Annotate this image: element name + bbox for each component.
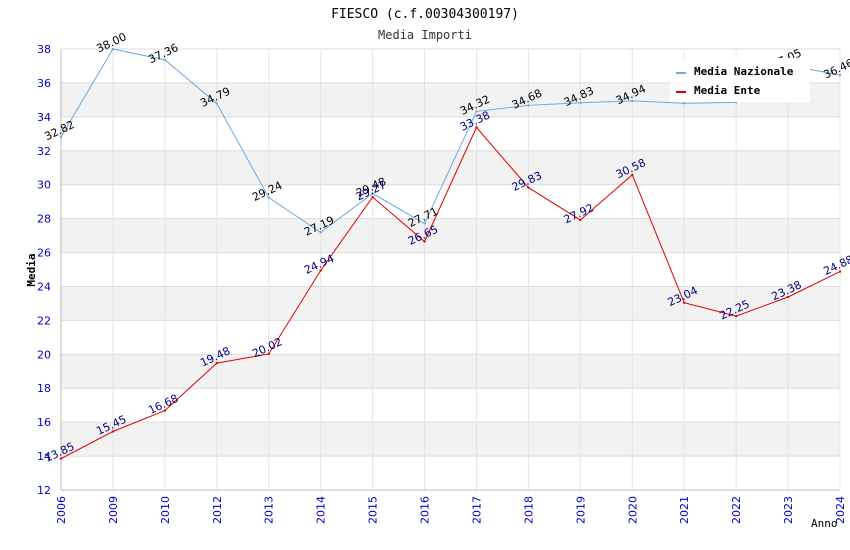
data-label-nazionale: 36.46 bbox=[821, 56, 850, 81]
data-point-nazionale bbox=[579, 101, 582, 104]
y-tick-label: 26 bbox=[37, 247, 51, 260]
data-point-nazionale bbox=[215, 102, 218, 105]
data-label-nazionale: 37.36 bbox=[146, 41, 180, 66]
axes bbox=[60, 49, 840, 491]
chart-title: FIESCO (c.f.00304300197) bbox=[331, 7, 519, 22]
grid-band bbox=[61, 354, 840, 389]
series-line-ente bbox=[60, 126, 841, 460]
grid-lines bbox=[60, 48, 841, 491]
data-point-nazionale bbox=[163, 58, 167, 62]
x-axis-ticks: 2006 2009 2010 2012 2013 2014 2015 2016 2017 2018… bbox=[55, 496, 847, 524]
y-tick-label: 18 bbox=[37, 382, 51, 395]
data-point-ente bbox=[631, 173, 634, 177]
data-point-nazionale bbox=[683, 102, 686, 105]
x-tick-label: 2018 bbox=[522, 496, 535, 524]
x-tick-label: 2009 bbox=[107, 496, 120, 524]
data-point-nazionale bbox=[631, 99, 634, 103]
x-tick-label: 2017 bbox=[470, 496, 483, 524]
x-tick-label: 2014 bbox=[315, 496, 328, 524]
y-tick-label: 12 bbox=[37, 484, 51, 497]
grid-band bbox=[61, 422, 840, 457]
y-tick-label: 20 bbox=[37, 348, 51, 361]
data-point-nazionale bbox=[371, 192, 374, 195]
grid-band bbox=[61, 286, 840, 321]
y-tick-label: 22 bbox=[37, 314, 51, 327]
x-tick-label: 2019 bbox=[574, 496, 587, 524]
x-tick-label: 2010 bbox=[159, 496, 172, 524]
y-tick-label: 28 bbox=[37, 213, 51, 226]
data-point-ente bbox=[579, 218, 582, 222]
x-tick-label: 2012 bbox=[211, 496, 224, 524]
data-point-nazionale bbox=[111, 47, 115, 51]
y-tick-label: 30 bbox=[37, 179, 51, 192]
data-point-nazionale bbox=[423, 222, 426, 225]
x-tick-label: 2021 bbox=[678, 496, 691, 524]
x-tick-label: 2023 bbox=[782, 496, 795, 524]
chart-subtitle: Media Importi bbox=[378, 28, 472, 42]
y-tick-label: 32 bbox=[37, 145, 51, 158]
data-point-ente bbox=[371, 195, 374, 199]
series-line-nazionale bbox=[60, 48, 841, 233]
x-tick-label: 2015 bbox=[367, 496, 380, 524]
data-point-nazionale bbox=[527, 104, 530, 107]
legend-label-nazionale: Media Nazionale bbox=[694, 65, 794, 78]
y-tick-label: 16 bbox=[37, 416, 51, 429]
x-tick-label: 2006 bbox=[55, 496, 68, 524]
data-point-ente bbox=[838, 270, 842, 273]
x-tick-label: 2022 bbox=[730, 496, 743, 524]
data-point-nazionale bbox=[475, 110, 478, 113]
data-point-ente bbox=[319, 269, 322, 272]
x-tick-label: 2020 bbox=[626, 496, 639, 524]
data-point-ente bbox=[267, 352, 270, 356]
data-label-ente: 13.85 bbox=[42, 440, 76, 465]
data-point-ente bbox=[683, 301, 686, 304]
legend-box bbox=[670, 58, 810, 102]
data-point-ente bbox=[111, 430, 115, 433]
y-tick-label: 38 bbox=[37, 43, 51, 56]
y-tick-label: 34 bbox=[37, 111, 51, 124]
legend-label-ente: Media Ente bbox=[694, 84, 761, 97]
data-point-ente bbox=[215, 361, 218, 365]
x-tick-label: 2013 bbox=[263, 496, 276, 524]
data-label-ente: 16.68 bbox=[146, 392, 180, 417]
y-axis-ticks: 12 14 16 18 20 22 24 26 28 30 32 34 36 38 bbox=[37, 43, 51, 497]
series-lines bbox=[59, 47, 842, 460]
y-axis-label: Media bbox=[25, 253, 38, 286]
data-point-nazionale bbox=[267, 196, 270, 199]
x-tick-label: 2024 bbox=[834, 496, 847, 524]
data-point-ente bbox=[527, 186, 530, 189]
data-point-ente bbox=[475, 126, 478, 129]
x-tick-label: 2016 bbox=[419, 496, 432, 524]
data-point-nazionale bbox=[838, 73, 842, 77]
data-point-nazionale bbox=[59, 135, 63, 139]
data-point-ente bbox=[59, 457, 63, 460]
data-point-ente bbox=[734, 314, 738, 318]
grid-band bbox=[61, 218, 840, 253]
x-axis-label: Anno bbox=[811, 517, 838, 530]
y-tick-label: 24 bbox=[37, 280, 51, 293]
legend: Media Nazionale Media Ente bbox=[670, 58, 810, 102]
y-tick-label: 36 bbox=[37, 77, 51, 90]
data-point-nazionale bbox=[319, 231, 322, 234]
data-point-ente bbox=[423, 240, 426, 243]
data-point-ente bbox=[163, 409, 167, 412]
y-tick-label: 14 bbox=[37, 450, 51, 463]
data-point-ente bbox=[786, 295, 790, 299]
